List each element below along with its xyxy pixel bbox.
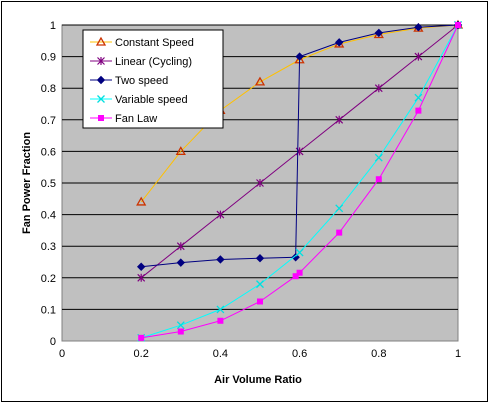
y-tick-label: 0.5: [41, 178, 56, 190]
legend-box: [82, 29, 224, 129]
data-point-two-speed: [136, 262, 146, 271]
x-axis-title: Air Volume Ratio: [214, 374, 302, 386]
data-point-fan-law: [138, 334, 145, 341]
data-point-variable-speed: [374, 153, 383, 162]
data-point-fan-law: [336, 229, 343, 236]
data-point-two-speed: [255, 254, 265, 263]
data-point-two-speed: [334, 38, 344, 47]
data-point-variable-speed: [295, 248, 304, 257]
legend-label-fan-law: Fan Law: [115, 113, 157, 125]
x-tick-labels: 0 0.2 0.4 0.6 0.8 1: [59, 348, 461, 360]
x-tick-label: 0: [59, 348, 65, 360]
data-point-variable-speed: [414, 93, 423, 102]
legend-marker-linear-cycling: [97, 57, 105, 65]
legend-marker-fan-law: [98, 115, 104, 121]
legend: Constant Speed Linear (Cycling) Two speed V…: [82, 29, 224, 129]
x-tick-label: 1: [455, 348, 461, 360]
data-point-two-speed: [374, 28, 384, 38]
x-tick-label: 0.2: [134, 348, 149, 360]
y-tick-label: 1: [50, 20, 56, 32]
legend-label-two-speed: Two speed: [115, 75, 168, 87]
y-tick-label: 0.9: [41, 52, 56, 64]
data-point-constant-speed: [136, 196, 147, 206]
legend-marker-two-speed: [96, 75, 106, 85]
series-two-speed: [136, 20, 463, 271]
legend-label-variable-speed: Variable speed: [115, 94, 188, 106]
y-tick-label: 0: [50, 336, 56, 348]
data-point-fan-law: [455, 22, 461, 28]
y-tick-label: 0.8: [41, 83, 56, 95]
data-point-variable-speed: [216, 305, 225, 314]
data-point-linear-cycling: [216, 210, 225, 219]
legend-label-constant-speed: Constant Speed: [115, 37, 194, 49]
x-tick-label: 0.4: [213, 348, 228, 360]
y-axis-title: Fan Power Fraction: [21, 132, 33, 234]
data-point-fan-law: [296, 269, 303, 276]
x-tick-label: 0.8: [371, 348, 386, 360]
y-tick-label: 0.7: [41, 115, 56, 127]
legend-marker-variable-speed: [97, 95, 105, 103]
data-point-linear-cycling: [176, 242, 185, 251]
data-point-linear-cycling: [335, 115, 344, 124]
data-point-variable-speed: [335, 204, 344, 213]
y-tick-label: 0.1: [41, 304, 56, 316]
data-point-two-speed: [291, 253, 300, 262]
legend-marker-constant-speed: [95, 36, 107, 46]
data-point-constant-speed: [175, 146, 186, 156]
data-point-two-speed: [414, 23, 423, 32]
data-point-constant-speed: [254, 76, 266, 86]
y-tick-label: 0.3: [41, 241, 56, 253]
data-point-linear-cycling: [137, 273, 146, 282]
y-tick-labels: 0 0.1 0.2 0.3 0.4 0.5 0.6 0.7 0.8 0.9 1: [41, 20, 56, 348]
data-point-two-speed: [216, 255, 225, 264]
data-point-linear-cycling: [256, 179, 264, 187]
data-point-fan-law: [257, 298, 263, 305]
data-point-variable-speed: [176, 321, 185, 330]
data-point-fan-law: [375, 176, 382, 183]
series-layer: [136, 19, 464, 342]
data-point-fan-law: [177, 328, 184, 335]
data-point-two-speed: [176, 258, 186, 267]
y-tick-label: 0.6: [41, 146, 56, 158]
data-point-linear-cycling: [414, 52, 423, 61]
data-point-two-speed: [295, 52, 304, 61]
legend-label-linear-cycling: Linear (Cycling): [115, 56, 192, 68]
data-point-fan-law: [217, 317, 224, 324]
data-point-variable-speed: [256, 280, 264, 289]
data-point-fan-law: [292, 273, 299, 280]
x-tick-label: 0.6: [292, 348, 307, 360]
gridlines: [62, 24, 458, 310]
series-linear-cycling: [137, 21, 462, 282]
y-tick-label: 0.2: [41, 273, 56, 285]
data-point-linear-cycling: [374, 84, 383, 93]
y-tick-label: 0.4: [41, 210, 56, 222]
series-fan-law: [138, 22, 461, 341]
data-point-fan-law: [415, 107, 422, 114]
series-line-two-speed: [141, 24, 459, 268]
